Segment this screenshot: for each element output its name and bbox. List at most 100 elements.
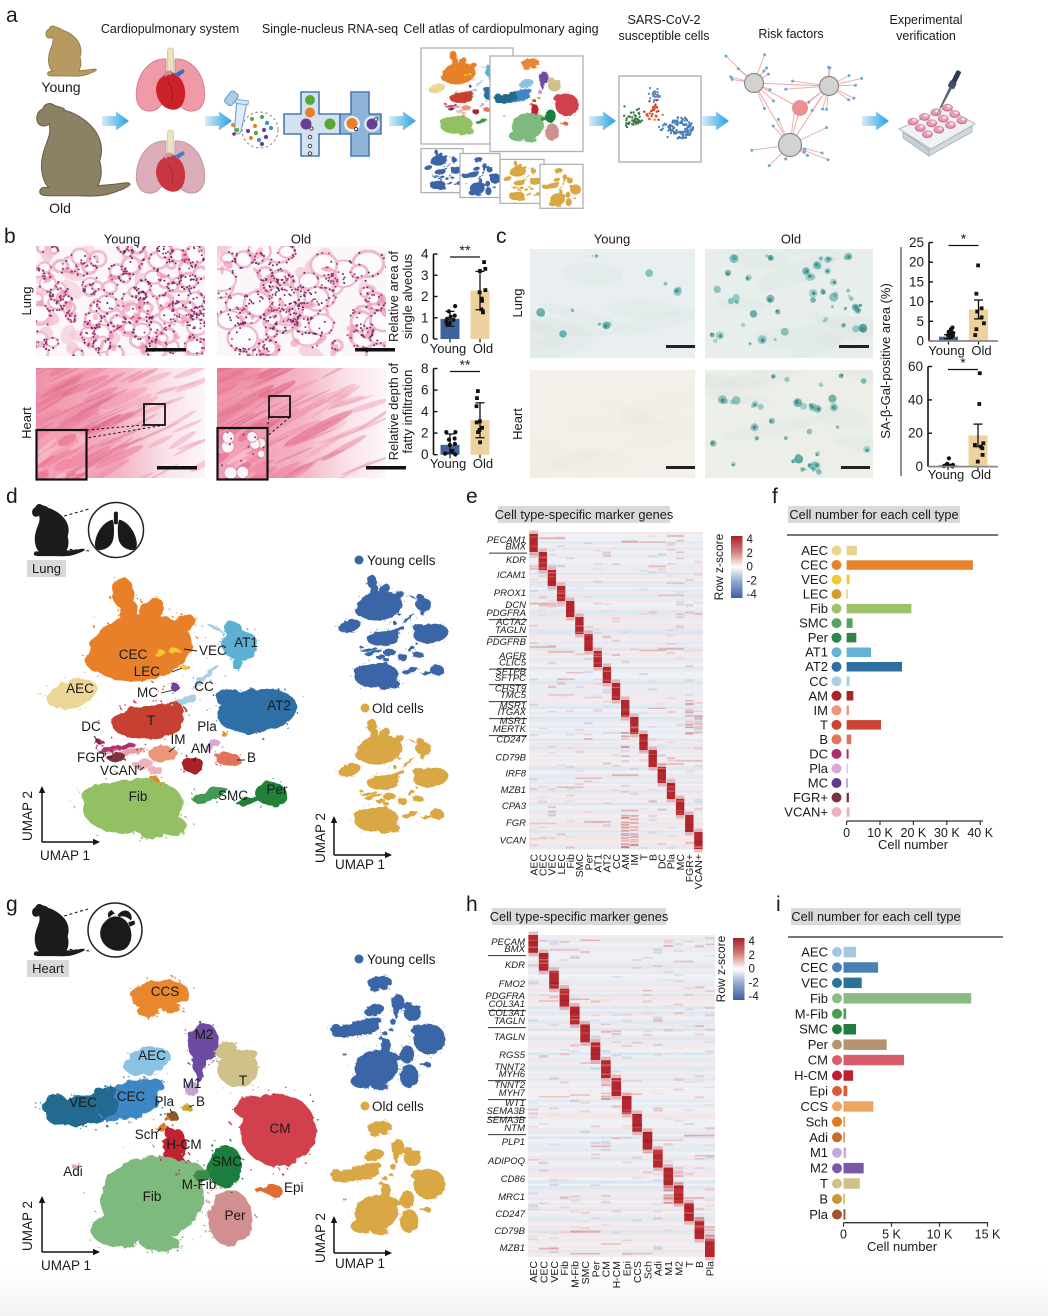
svg-text:Experimental: Experimental [890,13,963,27]
svg-text:Adi: Adi [63,1164,83,1179]
svg-text:5: 5 [916,314,924,329]
svg-text:i: i [776,893,781,916]
svg-text:Young: Young [928,467,964,482]
svg-text:0: 0 [915,459,923,474]
svg-text:M1: M1 [183,1076,202,1091]
svg-text:TAGLN: TAGLN [494,1016,525,1027]
svg-text:UMAP 1: UMAP 1 [41,1258,91,1273]
svg-text:AT1: AT1 [234,635,258,650]
svg-text:Adi: Adi [809,1130,828,1145]
svg-text:Old: Old [473,341,493,356]
svg-text:fatty infiltration: fatty infiltration [400,370,415,454]
svg-text:3: 3 [421,268,429,283]
svg-text:20: 20 [909,255,924,270]
svg-text:6: 6 [421,383,429,398]
svg-text:UMAP 2: UMAP 2 [20,791,35,841]
svg-text:VEC: VEC [199,643,227,658]
svg-text:Young: Young [430,341,466,356]
svg-text:Fib: Fib [129,789,148,804]
svg-text:-4: -4 [749,991,760,1003]
svg-text:Relative depth of: Relative depth of [386,362,401,460]
svg-text:Per: Per [808,1037,829,1052]
svg-text:CEC: CEC [117,1089,146,1104]
svg-text:LEC: LEC [803,587,828,602]
svg-text:Young cells: Young cells [367,553,436,568]
svg-text:AT2: AT2 [805,659,828,674]
svg-text:Fib: Fib [810,991,828,1006]
svg-text:M-Fib: M-Fib [570,1261,582,1288]
svg-text:M2: M2 [810,1161,828,1176]
svg-text:Single-nucleus RNA-seq: Single-nucleus RNA-seq [262,22,398,36]
svg-text:TAGLN: TAGLN [494,1032,525,1043]
svg-text:UMAP 1: UMAP 1 [335,857,385,872]
svg-text:Heart: Heart [19,407,34,439]
svg-text:BMX: BMX [505,542,526,553]
svg-text:40 K: 40 K [967,826,993,840]
svg-text:AM: AM [809,688,829,703]
svg-text:4: 4 [421,404,429,419]
svg-text:CEC: CEC [801,558,828,573]
svg-text:8: 8 [421,361,429,376]
svg-text:MZB1: MZB1 [500,1243,525,1254]
svg-text:LEC: LEC [134,664,161,679]
svg-text:B: B [694,1261,706,1268]
svg-text:PDGFRB: PDGFRB [486,637,526,648]
svg-text:CPA3: CPA3 [502,801,527,812]
svg-text:5 K: 5 K [882,1228,901,1242]
svg-text:PDGFRA: PDGFRA [486,608,526,619]
svg-text:CD86: CD86 [501,1174,526,1185]
svg-text:CCS: CCS [151,984,180,999]
svg-text:Fib: Fib [565,854,577,869]
svg-text:Young cells: Young cells [367,952,436,967]
svg-text:IM: IM [814,703,828,718]
svg-text:DCN: DCN [505,600,526,611]
svg-text:Old: Old [971,467,991,482]
svg-text:VEC: VEC [69,1095,97,1110]
svg-text:FGR+: FGR+ [684,854,696,882]
svg-text:VEC: VEC [547,854,559,876]
svg-text:MSR1: MSR1 [500,716,526,727]
svg-text:COL3A1: COL3A1 [489,999,525,1010]
svg-text:susceptible cells: susceptible cells [618,29,709,43]
svg-text:Per: Per [224,1208,246,1223]
svg-text:CC: CC [611,854,623,870]
svg-text:**: ** [460,357,471,373]
svg-text:ICAM1: ICAM1 [497,570,526,581]
svg-text:PROX1: PROX1 [494,588,526,599]
svg-text:25: 25 [909,235,924,250]
svg-text:SMC: SMC [799,1022,828,1037]
svg-text:ADIPOQ: ADIPOQ [487,1156,526,1167]
svg-text:2: 2 [747,548,753,560]
svg-text:SARS-CoV-2: SARS-CoV-2 [628,13,701,27]
svg-text:CD79B: CD79B [494,1226,525,1237]
svg-text:Young: Young [928,343,964,358]
svg-text:T: T [820,717,828,732]
svg-text:Young: Young [104,232,140,247]
svg-text:h: h [466,893,478,916]
svg-text:Old: Old [291,232,311,247]
svg-text:0: 0 [747,562,753,574]
svg-text:VEC: VEC [801,572,828,587]
svg-text:b: b [4,225,16,248]
svg-text:SFTPB: SFTPB [495,667,526,678]
svg-text:*: * [960,355,966,371]
svg-text:Epi: Epi [621,1261,633,1276]
svg-text:4: 4 [421,247,429,262]
svg-text:VEC: VEC [801,975,828,990]
svg-text:Cell atlas of cardiopulmonary: Cell atlas of cardiopulmonary aging [403,22,598,36]
svg-text:H-CM: H-CM [611,1261,623,1288]
svg-text:0: 0 [916,334,924,349]
svg-text:AEC: AEC [528,1261,540,1283]
svg-text:MYH7: MYH7 [499,1088,526,1099]
svg-text:verification: verification [896,29,956,43]
svg-text:AT1: AT1 [805,645,828,660]
svg-text:T: T [820,1176,828,1191]
svg-text:SEMA3B: SEMA3B [486,1115,525,1126]
svg-text:AT1: AT1 [592,854,604,873]
svg-text:MC: MC [808,775,828,790]
svg-text:15: 15 [909,274,924,289]
svg-text:Young: Young [430,456,466,471]
svg-text:M2: M2 [195,1027,214,1042]
svg-text:Young: Young [41,79,80,95]
svg-text:**: ** [460,242,471,258]
